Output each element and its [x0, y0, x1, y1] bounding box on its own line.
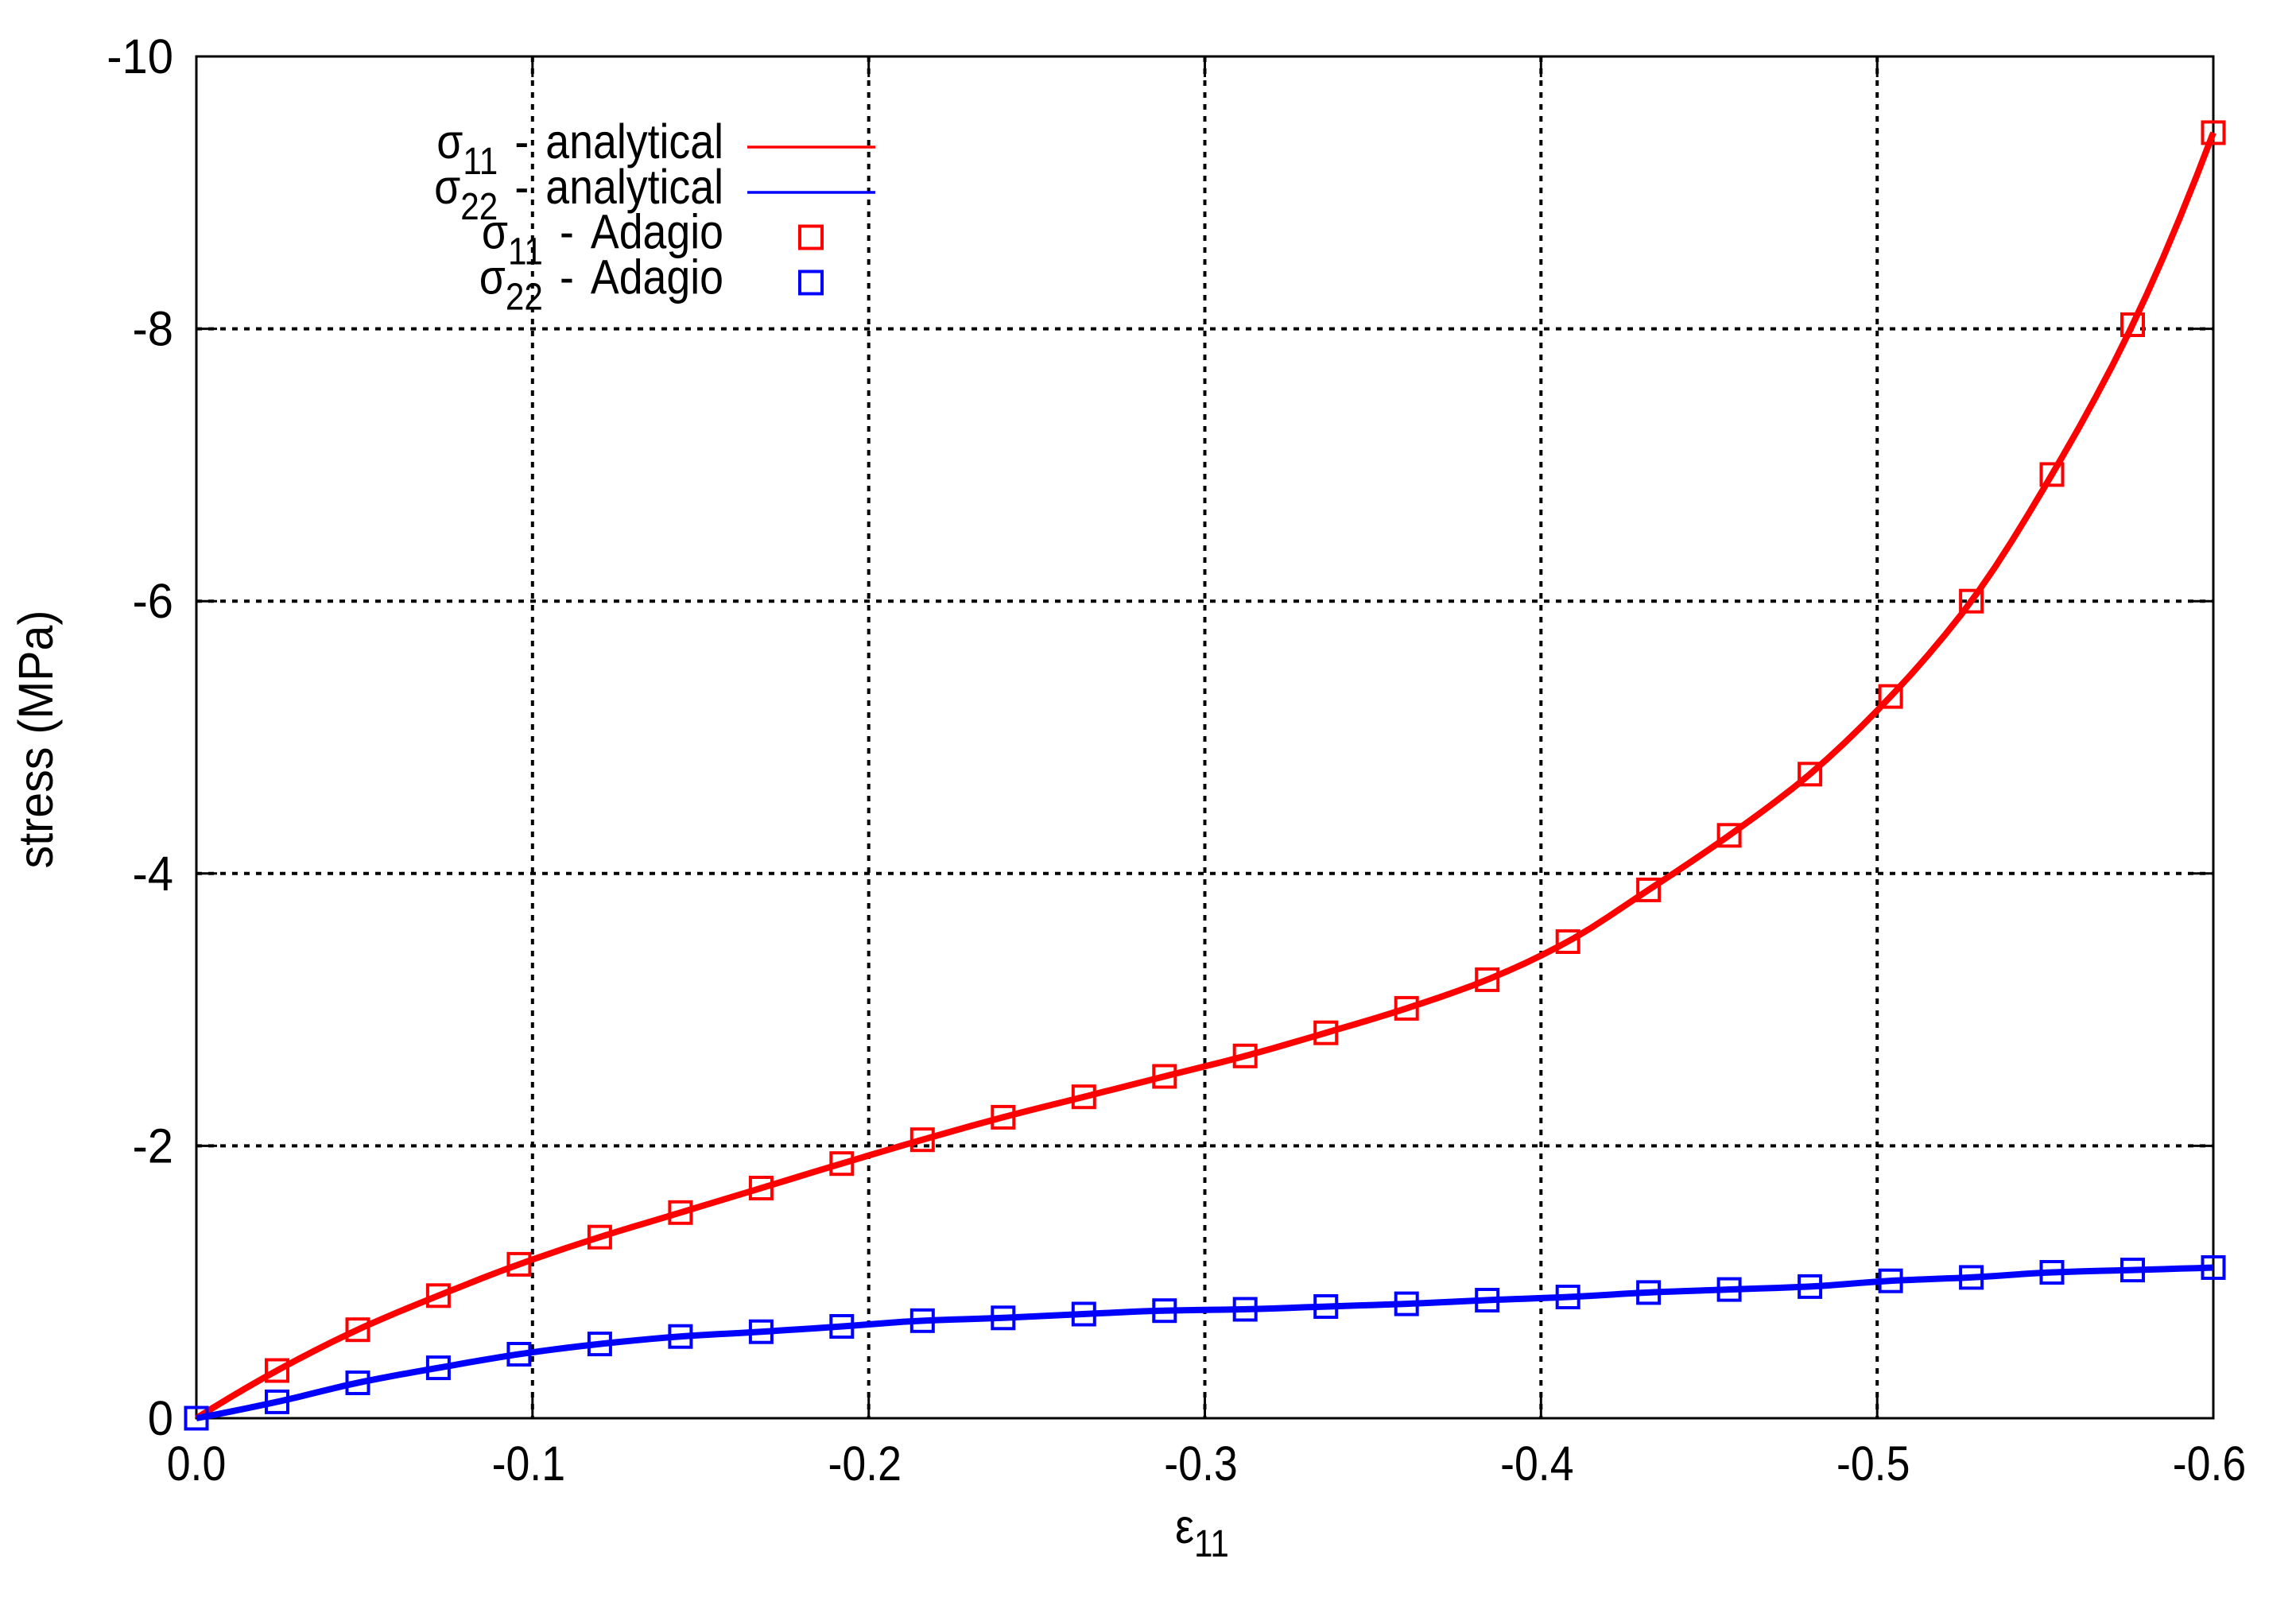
svg-text:0.0: 0.0 [167, 1437, 227, 1491]
svg-text:-0.4: -0.4 [1500, 1437, 1573, 1491]
svg-text:-10: -10 [107, 29, 173, 84]
svg-text:0: 0 [148, 1391, 173, 1446]
svg-text:-0.2: -0.2 [828, 1437, 901, 1491]
svg-text:-0.3: -0.3 [1164, 1437, 1237, 1491]
svg-text:-6: -6 [132, 574, 173, 629]
svg-text:stress (MPa): stress (MPa) [8, 611, 63, 869]
svg-text:-0.6: -0.6 [2173, 1437, 2246, 1491]
svg-text:-0.1: -0.1 [492, 1437, 565, 1491]
svg-text:-0.5: -0.5 [1836, 1437, 1910, 1491]
svg-text:-8: -8 [132, 301, 173, 356]
svg-text:-4: -4 [132, 846, 173, 901]
svg-text:-2: -2 [132, 1119, 173, 1173]
